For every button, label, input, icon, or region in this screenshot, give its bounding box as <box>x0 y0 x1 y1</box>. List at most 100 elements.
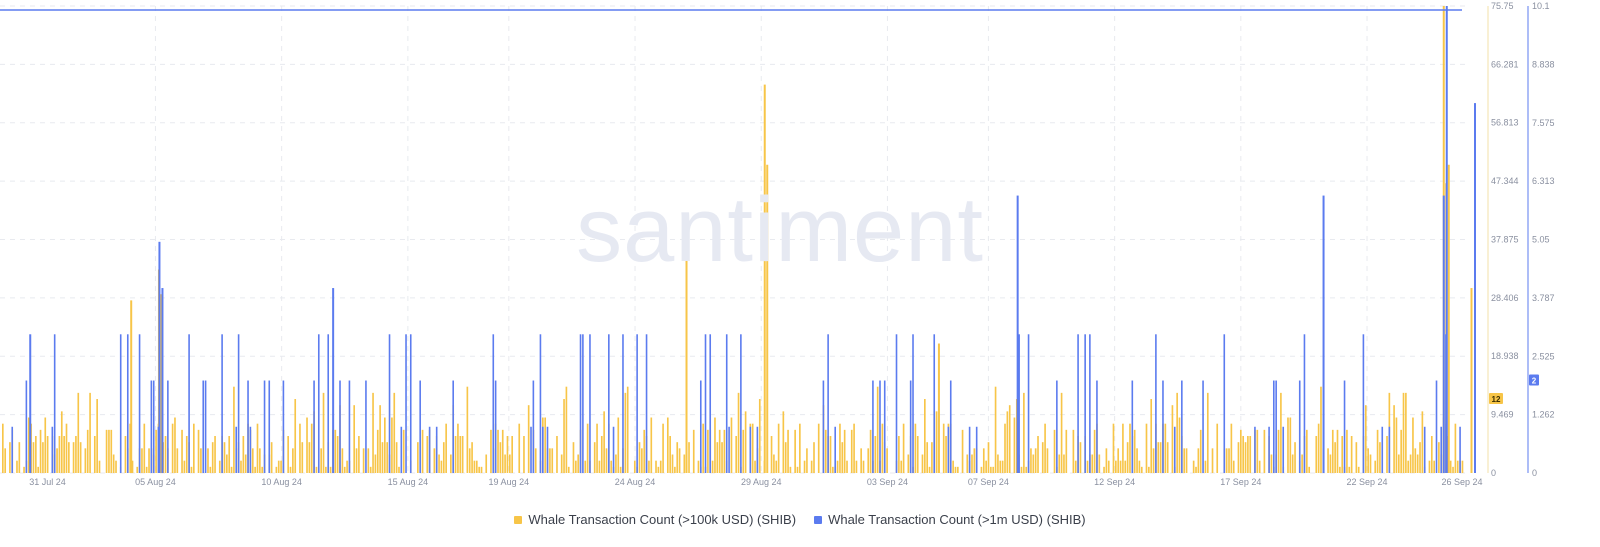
bar-100k-spike <box>938 344 940 473</box>
bar-1m <box>1162 381 1164 473</box>
bar-1m <box>1304 334 1306 473</box>
bar-100k <box>900 461 902 473</box>
bar-100k <box>259 448 261 473</box>
y-right-tick-label: 7.575 <box>1532 118 1555 128</box>
bar-100k <box>1315 436 1317 473</box>
y-left-tick-label: 18.938 <box>1491 351 1519 361</box>
bar-100k <box>330 467 332 473</box>
bar-100k <box>66 424 68 473</box>
bar-100k <box>549 448 551 473</box>
bar-100k <box>35 436 37 473</box>
bar-100k <box>698 461 700 473</box>
badge-1m-text: 2 <box>1532 377 1537 386</box>
bar-1m <box>1440 427 1442 473</box>
bar-100k <box>1172 405 1174 473</box>
bar-1m <box>540 334 542 473</box>
bar-100k <box>471 442 473 473</box>
bar-100k <box>1287 418 1289 473</box>
bar-100k <box>563 399 565 473</box>
bar-1m <box>52 427 54 473</box>
y-right-tick-label: 2.525 <box>1532 351 1555 361</box>
bar-100k <box>481 467 483 473</box>
bar-100k <box>1348 467 1350 473</box>
bar-100k <box>1367 448 1369 473</box>
bar-100k <box>379 405 381 473</box>
bar-100k <box>375 455 377 473</box>
bar-100k <box>1393 405 1395 473</box>
bar-100k <box>841 442 843 473</box>
bar-100k <box>1014 418 1016 473</box>
bar-100k <box>1037 436 1039 473</box>
bar-100k <box>1301 455 1303 473</box>
bar-100k <box>804 461 806 473</box>
bar-100k <box>77 393 79 473</box>
bar-100k <box>575 461 577 473</box>
bar-100k <box>1231 424 1233 473</box>
bar-100k <box>56 448 58 473</box>
bar-100k <box>176 448 178 473</box>
bar-100k <box>634 461 636 473</box>
bar-100k <box>943 424 945 473</box>
bar-100k <box>674 467 676 473</box>
bar-100k <box>1205 461 1207 473</box>
bar-100k <box>1247 436 1249 473</box>
bar-1m <box>1202 381 1204 473</box>
bar-100k <box>1122 424 1124 473</box>
bar-100k <box>1150 399 1152 473</box>
bar-1m <box>1132 381 1134 473</box>
bar-100k <box>655 461 657 473</box>
bar-100k <box>1370 455 1372 473</box>
bar-1m <box>419 381 421 473</box>
bar-100k <box>1165 424 1167 473</box>
bar-100k <box>641 448 643 473</box>
bar-100k <box>606 448 608 473</box>
bar-100k <box>813 442 815 473</box>
bar-100k <box>1398 455 1400 473</box>
bar-1m <box>492 334 494 473</box>
x-tick-label: 19 Aug 24 <box>489 477 530 487</box>
bar-100k <box>280 461 282 473</box>
bar-100k <box>63 436 65 473</box>
bar-100k <box>1405 393 1407 473</box>
bar-100k <box>85 448 87 473</box>
bar-1m <box>313 381 315 473</box>
bar-100k <box>568 467 570 473</box>
bar-100k <box>577 455 579 473</box>
bar-100k <box>1242 436 1244 473</box>
legend-item-1m[interactable]: Whale Transaction Count (>1m USD) (SHIB) <box>814 512 1086 527</box>
bar-100k <box>309 442 311 473</box>
bar-1m <box>429 427 431 473</box>
bar-100k <box>667 418 669 473</box>
bar-100k <box>459 436 461 473</box>
bar-100k <box>497 430 499 473</box>
bar-100k <box>191 467 193 473</box>
bar-100k <box>1339 467 1341 473</box>
bar-100k <box>1377 430 1379 473</box>
bar-100k <box>87 430 89 473</box>
bar-100k <box>155 430 157 473</box>
bar-100k <box>625 393 627 473</box>
bar-100k <box>136 467 138 473</box>
bar-100k <box>1176 393 1178 473</box>
bar-100k <box>719 430 721 473</box>
bar-100k <box>999 461 1001 473</box>
legend-item-100k[interactable]: Whale Transaction Count (>100k USD) (SHI… <box>514 512 796 527</box>
bar-100k <box>679 448 681 473</box>
bar-1m <box>120 334 122 473</box>
y-right-tick-label: 10.1 <box>1532 1 1550 11</box>
bar-100k <box>672 455 674 473</box>
bar-100k <box>985 461 987 473</box>
bar-100k <box>1136 448 1138 473</box>
bar-100k <box>1417 455 1419 473</box>
bar-100k <box>9 442 11 473</box>
bar-1m <box>1273 381 1275 473</box>
bar-100k <box>1153 448 1155 473</box>
bar-100k <box>193 424 195 473</box>
bar-1m <box>896 334 898 473</box>
bar-100k <box>172 424 174 473</box>
bar-100k <box>1238 442 1240 473</box>
bar-100k <box>658 467 660 473</box>
bar-1m-spike <box>1446 6 1448 473</box>
bar-100k <box>1200 430 1202 473</box>
bar-1m <box>151 381 153 473</box>
